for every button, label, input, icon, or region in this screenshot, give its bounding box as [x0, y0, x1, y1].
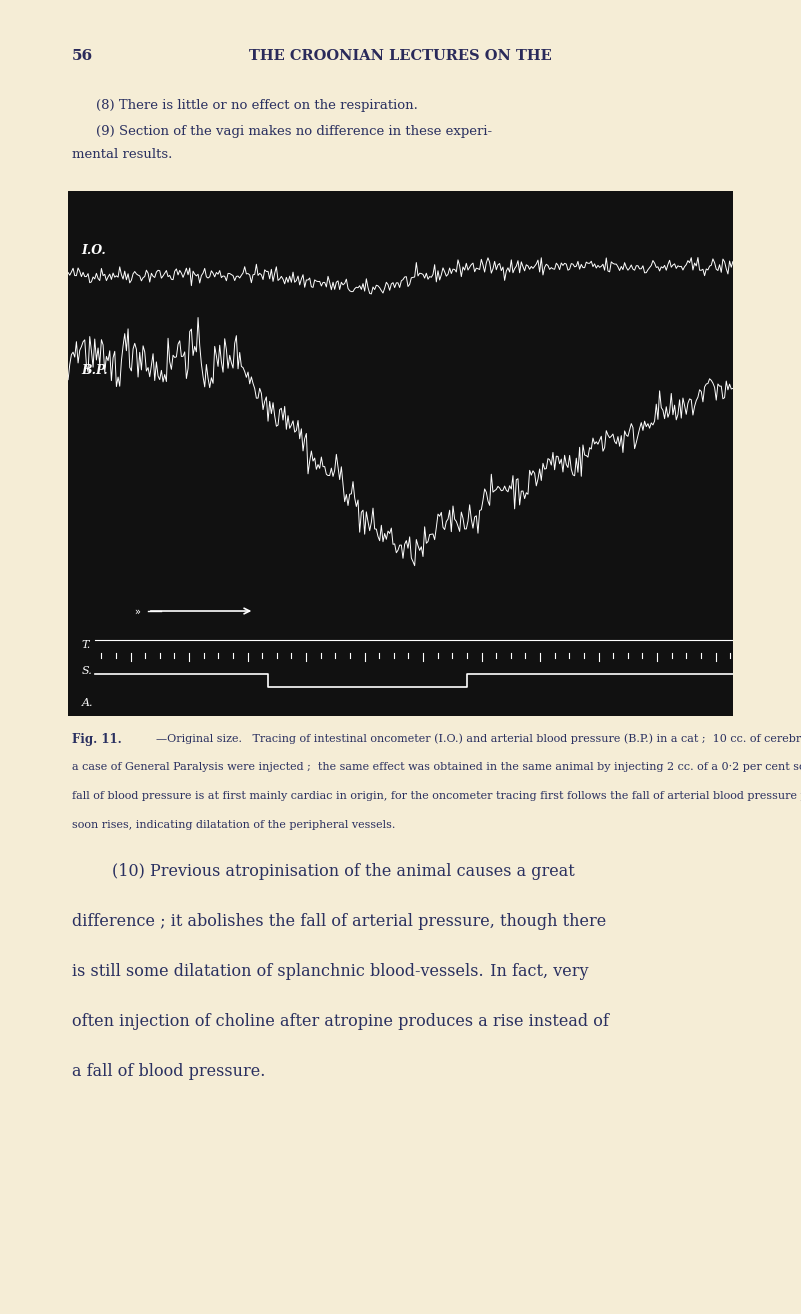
Text: a fall of blood pressure.: a fall of blood pressure. — [72, 1063, 265, 1080]
Text: (9) Section of the vagi makes no difference in these experi-: (9) Section of the vagi makes no differe… — [96, 125, 493, 138]
Text: —Original size.   Tracing of intestinal oncometer (I.O.) and arterial blood pres: —Original size. Tracing of intestinal on… — [156, 733, 801, 744]
Text: (8) There is little or no effect on the respiration.: (8) There is little or no effect on the … — [96, 99, 418, 112]
Text: »: » — [135, 607, 140, 618]
Text: I.O.: I.O. — [82, 243, 106, 256]
Text: fall of blood pressure is at first mainly cardiac in origin, for the oncometer t: fall of blood pressure is at first mainl… — [72, 791, 801, 802]
Text: mental results.: mental results. — [72, 148, 172, 162]
Text: often injection of choline after atropine produces a rise instead of: often injection of choline after atropin… — [72, 1013, 609, 1030]
Text: soon rises, indicating dilatation of the peripheral vessels.: soon rises, indicating dilatation of the… — [72, 820, 396, 830]
Text: S.: S. — [82, 666, 92, 677]
Text: a case of General Paralysis were injected ;  the same effect was obtained in the: a case of General Paralysis were injecte… — [72, 762, 801, 773]
Text: 56: 56 — [72, 49, 93, 63]
Text: THE CROONIAN LECTURES ON THE: THE CROONIAN LECTURES ON THE — [249, 49, 552, 63]
Text: T.: T. — [82, 640, 91, 650]
Text: B.P.: B.P. — [82, 364, 108, 377]
Text: is still some dilatation of splanchnic blood-vessels.  In fact, very: is still some dilatation of splanchnic b… — [72, 963, 589, 980]
Text: A.: A. — [82, 698, 93, 708]
Text: Fig. 11.: Fig. 11. — [72, 733, 122, 746]
Text: (10) Previous atropinisation of the animal causes a great: (10) Previous atropinisation of the anim… — [112, 863, 575, 880]
Text: difference ; it abolishes the fall of arterial pressure, though there: difference ; it abolishes the fall of ar… — [72, 913, 606, 930]
